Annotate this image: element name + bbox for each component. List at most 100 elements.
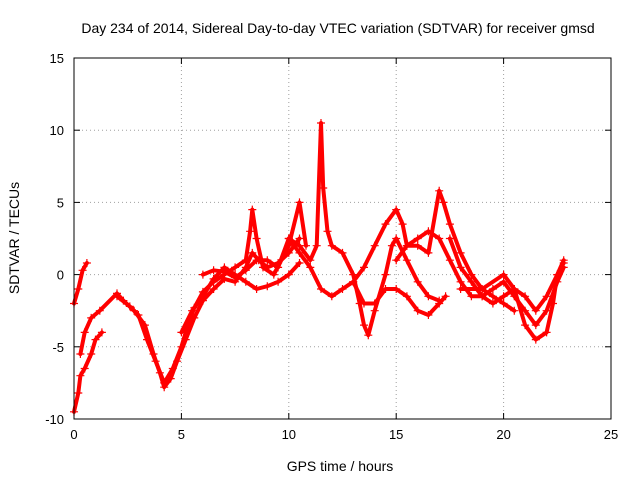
- data-point: [413, 241, 422, 250]
- data-point: [74, 389, 83, 397]
- data-point: [274, 263, 283, 272]
- data-point: [381, 285, 390, 293]
- data-point: [82, 259, 91, 267]
- data-point: [248, 248, 257, 257]
- data-point: [499, 292, 508, 301]
- data-point: [295, 259, 304, 267]
- series-line: [458, 258, 566, 342]
- data-point: [542, 292, 551, 301]
- data-point: [327, 292, 336, 301]
- x-tick-label: 10: [282, 427, 296, 442]
- data-point: [542, 328, 551, 337]
- data-point: [74, 285, 83, 293]
- data-point: [295, 198, 304, 207]
- data-point: [510, 285, 519, 293]
- data-point: [143, 335, 151, 344]
- tick-marks: [73, 57, 612, 420]
- data-point: [263, 282, 272, 291]
- data-point: [381, 270, 390, 279]
- data-point: [188, 306, 197, 315]
- tick-labels: 0 5 10 15 20 25 -10 -5 0 5 10 15: [45, 51, 618, 442]
- data-point: [312, 241, 321, 250]
- data-point: [456, 248, 465, 257]
- data-series-trace-6: [198, 205, 568, 330]
- data-point: [424, 248, 433, 257]
- data-point: [80, 328, 89, 337]
- data-point: [387, 241, 396, 250]
- data-point: [252, 285, 261, 293]
- data-point: [168, 364, 177, 373]
- data-point: [306, 263, 315, 272]
- data-point: [91, 335, 100, 344]
- data-point: [456, 263, 465, 272]
- y-tick-label: 5: [57, 195, 64, 210]
- data-point: [338, 248, 347, 257]
- data-point: [177, 342, 186, 351]
- data-point: [370, 241, 379, 250]
- data-point: [317, 119, 325, 127]
- series-line: [179, 261, 302, 335]
- data-point: [151, 357, 160, 366]
- data-point: [252, 234, 261, 243]
- data-point: [241, 256, 250, 265]
- data-traces: [70, 119, 568, 416]
- series-line: [447, 236, 566, 313]
- y-tick-label: -5: [52, 340, 64, 355]
- x-tick-label: 0: [70, 427, 77, 442]
- data-point: [392, 256, 401, 265]
- plot-frame: [73, 57, 612, 420]
- data-point: [549, 299, 557, 308]
- data-point: [360, 299, 368, 308]
- x-tick-label: 15: [389, 427, 403, 442]
- data-point: [95, 306, 104, 315]
- data-point: [499, 299, 508, 308]
- data-point: [445, 256, 454, 265]
- data-point: [319, 184, 328, 192]
- data-series-trace-5: [177, 259, 304, 337]
- data-series-trace-11: [456, 256, 568, 344]
- data-point: [456, 277, 465, 286]
- data-point: [478, 292, 487, 301]
- y-axis-label: SDTVAR / TECUs: [6, 182, 22, 294]
- data-point: [349, 270, 358, 279]
- data-series-trace-1: [70, 328, 106, 416]
- data-point: [392, 285, 401, 293]
- data-point: [263, 256, 272, 265]
- data-point: [113, 292, 121, 301]
- data-point: [467, 270, 476, 279]
- data-point: [521, 321, 530, 330]
- data-point: [439, 198, 448, 207]
- data-point: [252, 256, 261, 265]
- data-point: [248, 205, 257, 214]
- data-point: [531, 321, 540, 330]
- data-point: [413, 306, 422, 315]
- data-point: [402, 292, 411, 301]
- data-point: [78, 266, 87, 275]
- series-line: [72, 330, 104, 414]
- data-point: [76, 350, 85, 358]
- data-point: [295, 241, 304, 250]
- data-point: [402, 256, 411, 265]
- data-point: [241, 277, 250, 286]
- x-axis-label: GPS time / hours: [287, 458, 394, 474]
- series-line: [351, 279, 448, 317]
- data-point: [295, 234, 304, 243]
- data-point: [360, 321, 368, 330]
- data-point: [274, 277, 283, 286]
- y-tick-label: -10: [45, 412, 64, 427]
- series-line: [72, 261, 89, 306]
- x-tick-label: 25: [604, 427, 618, 442]
- data-point: [413, 234, 422, 243]
- data-series-trace-2: [70, 259, 91, 308]
- data-point: [246, 227, 255, 236]
- y-tick-label: 15: [50, 51, 64, 66]
- data-point: [499, 270, 508, 279]
- data-point: [284, 234, 293, 243]
- data-point: [360, 263, 368, 272]
- y-tick-label: 10: [50, 123, 64, 138]
- data-point: [435, 234, 444, 243]
- data-point: [510, 306, 519, 315]
- data-point: [542, 306, 551, 315]
- data-series-trace-8: [349, 277, 450, 319]
